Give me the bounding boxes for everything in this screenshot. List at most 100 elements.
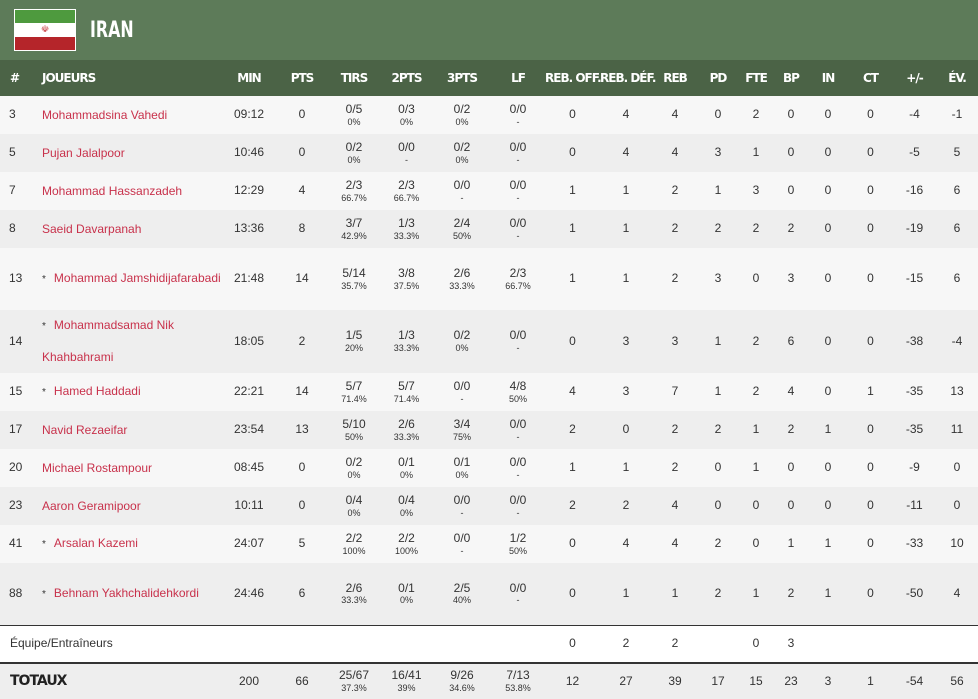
reb-stat: 1 bbox=[671, 585, 679, 600]
points: 0 bbox=[298, 498, 306, 513]
pd-stat: 0 bbox=[714, 498, 722, 513]
column-header[interactable]: LF bbox=[511, 71, 526, 85]
pm-stat: -33 bbox=[905, 536, 924, 551]
ro-stat: 4 bbox=[569, 384, 576, 399]
p3-pct: 0% bbox=[455, 469, 469, 480]
ct-stat: 0 bbox=[867, 107, 874, 122]
player-name-link[interactable]: Mohammadsamad Nik Khahbahrami bbox=[42, 318, 174, 364]
p3-made-att: 0/2 bbox=[453, 139, 471, 154]
player-name-cell[interactable]: * Arsalan Kazemi bbox=[32, 525, 222, 563]
p3-pct: - bbox=[460, 507, 464, 518]
p3-made-att: 0/2 bbox=[453, 101, 471, 116]
bp-stat: 23 bbox=[774, 662, 808, 699]
column-header[interactable]: FTE bbox=[745, 71, 768, 85]
column-header[interactable]: REB. DÉF. bbox=[600, 71, 656, 85]
ro-stat: 1 bbox=[569, 221, 576, 236]
player-name-link[interactable]: Saeid Davarpanah bbox=[42, 221, 142, 236]
p3-made-att: 0/0 bbox=[453, 378, 471, 393]
points: 0 bbox=[298, 107, 306, 122]
team-header: ☫ IRAN bbox=[0, 0, 978, 60]
ro-stat: 1 bbox=[569, 183, 576, 198]
player-name-link[interactable]: Behnam Yakhchalidehkordi bbox=[53, 585, 199, 600]
p3-cell: 0/0- bbox=[433, 373, 491, 411]
player-name-cell[interactable]: * Behnam Yakhchalidehkordi bbox=[32, 563, 222, 625]
column-header[interactable]: REB bbox=[663, 71, 688, 85]
player-name-cell[interactable]: * Mohammad Jamshidijafarabadi bbox=[32, 248, 222, 310]
player-name-link[interactable]: Arsalan Kazemi bbox=[53, 536, 138, 550]
column-header[interactable]: ÉV. bbox=[948, 71, 967, 85]
p2-made-att: 3/8 bbox=[398, 265, 415, 280]
pm-stat: -5 bbox=[909, 145, 920, 160]
column-header[interactable]: 2PTS bbox=[391, 71, 423, 85]
points: 14 bbox=[295, 271, 309, 286]
player-name-cell[interactable]: * Mohammadsamad Nik Khahbahrami bbox=[32, 310, 222, 373]
tirs-cell: 3/7 42.9% bbox=[328, 210, 380, 248]
lf-pct: 50% bbox=[508, 393, 527, 404]
player-name-link[interactable]: Hamed Haddadi bbox=[53, 384, 141, 398]
p2-pct: 33.3% bbox=[393, 343, 420, 354]
player-name-cell[interactable]: Michael Rostampour bbox=[32, 449, 222, 487]
bp-stat: 4 bbox=[787, 384, 795, 399]
column-header[interactable]: IN bbox=[821, 71, 836, 85]
player-name-cell[interactable]: Navid Rezaeifar bbox=[32, 411, 222, 449]
ct-stat: 0 bbox=[867, 498, 874, 513]
column-header[interactable]: MIN bbox=[237, 71, 261, 85]
p3-pct: 33.3% bbox=[449, 280, 475, 291]
p2-pct: - bbox=[405, 154, 408, 165]
player-name-link[interactable]: Aaron Geramipoor bbox=[42, 498, 141, 513]
lf-made-att: 0/0 bbox=[509, 177, 527, 192]
column-header[interactable]: BP bbox=[783, 71, 800, 85]
points: 66 bbox=[276, 662, 328, 699]
column-header[interactable]: +/- bbox=[906, 71, 923, 85]
column-header[interactable]: JOUEURS bbox=[42, 71, 96, 85]
lf-cell: 0/0- bbox=[491, 449, 545, 487]
lf-cell: 0/0- bbox=[491, 134, 545, 172]
player-name-cell[interactable]: Mohammad Hassanzadeh bbox=[32, 172, 222, 210]
player-name-cell[interactable]: Aaron Geramipoor bbox=[32, 487, 222, 525]
player-name-link[interactable]: Pujan Jalalpoor bbox=[42, 145, 125, 160]
p2-pct: 0% bbox=[399, 595, 413, 606]
minutes: 24:46 bbox=[233, 585, 265, 600]
ev-stat: 0 bbox=[953, 498, 961, 513]
lf-pct: 53.8% bbox=[505, 683, 531, 694]
player-name-link[interactable]: Mohammad Hassanzadeh bbox=[42, 183, 183, 198]
tirs-made-att: 1/5 bbox=[345, 328, 363, 343]
player-name-cell[interactable]: Saeid Davarpanah bbox=[32, 210, 222, 248]
p3-made-att: 2/6 bbox=[453, 265, 471, 280]
player-name-cell[interactable]: Pujan Jalalpoor bbox=[32, 134, 222, 172]
ro-stat: 0 bbox=[569, 145, 576, 160]
tirs-pct: 0% bbox=[347, 507, 361, 518]
points: 0 bbox=[298, 460, 306, 475]
p2-cell: 2/2 100% bbox=[380, 525, 433, 563]
column-header[interactable]: 3PTS bbox=[447, 71, 478, 85]
player-name-cell[interactable]: Mohammadsina Vahedi bbox=[32, 96, 222, 134]
tirs-made-att: 2/3 bbox=[345, 177, 363, 192]
tirs-pct: 71.4% bbox=[341, 393, 367, 404]
tirs-pct: 33.3% bbox=[341, 595, 367, 606]
lf-pct: - bbox=[516, 154, 520, 165]
player-row: 3 Mohammadsina Vahedi 09:12 0 0/5 0% 0/3 0% 0/2 0… bbox=[0, 96, 978, 134]
player-name-link[interactable]: Mohammadsina Vahedi bbox=[42, 107, 168, 122]
tirs-pct: 0% bbox=[347, 154, 361, 165]
pd-stat: 2 bbox=[714, 221, 722, 236]
jersey-number: 8 bbox=[9, 221, 16, 236]
starter-marker: * bbox=[42, 539, 46, 550]
column-header[interactable]: PTS bbox=[290, 71, 315, 85]
player-name-link[interactable]: Navid Rezaeifar bbox=[42, 422, 128, 437]
column-header[interactable]: CT bbox=[863, 71, 879, 85]
fte-stat: 1 bbox=[752, 585, 760, 600]
column-header[interactable]: PD bbox=[709, 71, 728, 85]
p3-cell: 2/5 40% bbox=[433, 563, 491, 625]
player-name-cell[interactable]: * Hamed Haddadi bbox=[32, 373, 222, 411]
p2-made-att: 5/7 bbox=[398, 378, 415, 393]
bp-stat: 3 bbox=[774, 624, 808, 663]
rd-stat: 4 bbox=[622, 145, 630, 160]
player-name-link[interactable]: Mohammad Jamshidijafarabadi bbox=[53, 271, 221, 285]
column-header[interactable]: TIRS bbox=[340, 71, 369, 85]
rd-stat: 1 bbox=[622, 460, 630, 475]
column-header[interactable]: # bbox=[10, 71, 20, 85]
column-header[interactable]: REB. OFF. bbox=[545, 71, 602, 85]
ro-stat: 0 bbox=[569, 107, 576, 122]
player-name-link[interactable]: Michael Rostampour bbox=[42, 460, 153, 475]
p3-cell: 0/2 0% bbox=[433, 134, 491, 172]
